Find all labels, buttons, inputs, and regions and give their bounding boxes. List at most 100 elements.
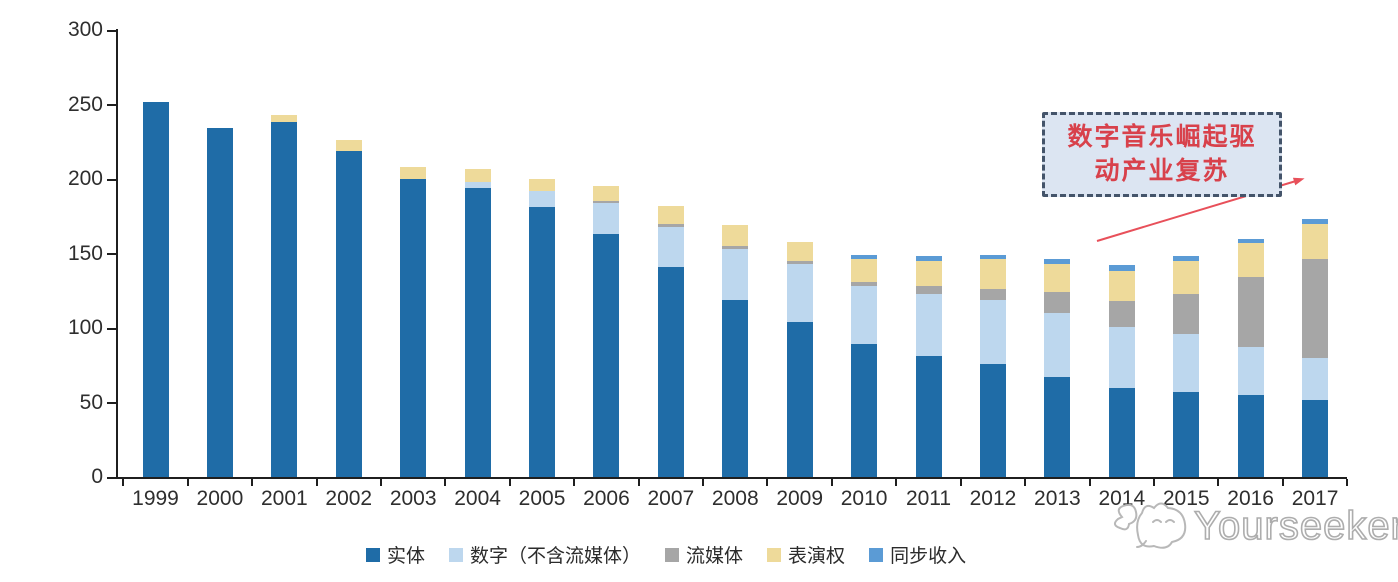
bar-segment-physical-2002: [335, 150, 362, 477]
x-axis-tick: [251, 479, 254, 486]
bar-segment-digital-excl-streaming-2013: [1044, 313, 1071, 378]
bar-segment-physical-2001: [271, 122, 298, 477]
bar-segment-performance-rights-2011: [915, 260, 942, 287]
x-axis-line: [116, 477, 1347, 479]
bar-segment-digital-excl-streaming-2015: [1173, 333, 1200, 393]
bar-segment-performance-rights-2016: [1237, 243, 1264, 278]
bar-segment-streaming-2017: [1302, 259, 1329, 358]
bar-segment-physical-2011: [915, 356, 942, 477]
x-axis-tick: [1153, 479, 1155, 486]
x-axis-tick: [573, 479, 576, 486]
bar-segment-physical-2009: [786, 322, 813, 477]
y-axis-tick-label: 0: [91, 465, 103, 488]
x-axis-label-2005: 2005: [518, 487, 566, 510]
legend: 实体 数字（不含流媒体） 流媒体 表演权 同步收入: [366, 541, 966, 568]
x-axis-tick: [508, 479, 511, 486]
bar-segment-performance-rights-2003: [400, 167, 427, 179]
legend-item-digital-excl-streaming: 数字（不含流媒体）: [449, 541, 641, 568]
y-axis-tick: [107, 29, 116, 32]
bar-segment-digital-excl-streaming-2016: [1237, 347, 1264, 396]
x-axis-label-2012: 2012: [969, 487, 1017, 510]
bar-segment-sync-revenue-2013: [1044, 259, 1071, 264]
legend-swatch-performance-rights-icon: [767, 547, 782, 562]
bar-segment-performance-rights-2017: [1302, 223, 1329, 260]
bar-segment-physical-2010: [851, 344, 878, 477]
bar-segment-digital-excl-streaming-2009: [786, 263, 813, 323]
annotation-text-line2: 动产业复苏: [1094, 157, 1230, 185]
legend-item-sync-revenue: 同步收入: [869, 541, 966, 568]
y-axis-tick-label: 150: [67, 241, 103, 265]
bar-segment-streaming-2008: [722, 246, 749, 250]
bar-segment-performance-rights-2007: [657, 205, 684, 224]
y-axis-tick: [107, 476, 116, 479]
x-axis-tick: [1024, 479, 1027, 486]
x-axis-label-2017: 2017: [1291, 487, 1339, 510]
bar-segment-streaming-2016: [1237, 277, 1264, 348]
bar-segment-physical-2017: [1302, 399, 1329, 477]
y-axis-tick-label: 300: [67, 18, 103, 41]
x-axis-label-2001: 2001: [260, 487, 308, 510]
bar-segment-sync-revenue-2012: [979, 254, 1006, 260]
y-axis-tick-label: 250: [67, 92, 103, 116]
x-axis-label-2016: 2016: [1227, 487, 1274, 510]
bar-segment-streaming-2015: [1173, 293, 1200, 334]
bar-segment-streaming-2009: [786, 260, 813, 264]
legend-label-sync-revenue: 同步收入: [890, 546, 967, 567]
legend-swatch-streaming-icon: [665, 547, 680, 562]
bar-segment-digital-excl-streaming-2008: [722, 249, 749, 300]
y-axis-tick: [107, 402, 116, 404]
bar-segment-sync-revenue-2017: [1302, 219, 1329, 224]
bar-segment-physical-2004: [464, 187, 491, 477]
bar-segment-performance-rights-2009: [786, 241, 813, 261]
bar-segment-digital-excl-streaming-2007: [657, 226, 684, 267]
bar-segment-performance-rights-2013: [1044, 263, 1071, 293]
legend-label-streaming: 流媒体: [686, 546, 744, 567]
x-axis-label-2000: 2000: [196, 487, 244, 510]
bar-segment-physical-2005: [529, 207, 556, 477]
y-axis-tick: [107, 327, 116, 330]
x-axis-tick: [1217, 479, 1220, 486]
bar-segment-physical-2014: [1108, 387, 1135, 477]
x-axis-label-2007: 2007: [647, 487, 695, 510]
bar-segment-performance-rights-2008: [722, 225, 749, 247]
x-axis-tick: [895, 479, 898, 486]
bar-segment-sync-revenue-2015: [1173, 256, 1200, 261]
bar-segment-performance-rights-2015: [1173, 260, 1200, 294]
x-axis-label-2013: 2013: [1034, 487, 1081, 510]
bar-segment-digital-excl-streaming-2006: [593, 202, 620, 235]
x-axis-tick: [702, 479, 705, 486]
legend-label-physical: 实体: [387, 546, 426, 567]
x-axis-tick: [379, 479, 382, 486]
x-axis-tick: [1088, 479, 1091, 486]
y-axis-tick: [107, 178, 116, 181]
bar-segment-performance-rights-2002: [335, 140, 362, 151]
x-axis-tick: [444, 479, 447, 486]
x-axis-tick: [186, 479, 189, 486]
x-axis-tick: [1346, 479, 1349, 486]
watermark-label: Yourseeker: [1193, 503, 1398, 549]
bar-segment-performance-rights-2005: [529, 179, 556, 191]
bar-segment-performance-rights-2004: [464, 168, 491, 182]
x-axis-label-2010: 2010: [840, 487, 888, 510]
bar-segment-digital-excl-streaming-2010: [851, 286, 878, 345]
bar-segment-streaming-2007: [657, 223, 684, 227]
y-axis-tick-label: 200: [67, 167, 103, 190]
bar-segment-physical-2016: [1237, 395, 1264, 477]
x-axis-tick: [637, 479, 640, 486]
bar-segment-performance-rights-2012: [979, 259, 1006, 290]
bar-segment-sync-revenue-2011: [915, 256, 942, 261]
bar-segment-streaming-2011: [915, 286, 942, 294]
x-axis-tick: [122, 479, 125, 486]
x-axis-label-2014: 2014: [1098, 487, 1146, 510]
bar-segment-digital-excl-streaming-2004: [464, 181, 491, 188]
x-axis-label-2003: 2003: [389, 487, 437, 510]
bar-segment-performance-rights-2006: [593, 186, 620, 202]
bar-segment-digital-excl-streaming-2005: [529, 190, 556, 208]
bar-segment-performance-rights-2014: [1108, 271, 1135, 302]
bar-segment-digital-excl-streaming-2012: [979, 299, 1006, 364]
watermark: Yourseeker: [1106, 497, 1398, 555]
legend-item-streaming: 流媒体: [665, 541, 743, 568]
y-axis-tick-label: 50: [79, 390, 103, 414]
